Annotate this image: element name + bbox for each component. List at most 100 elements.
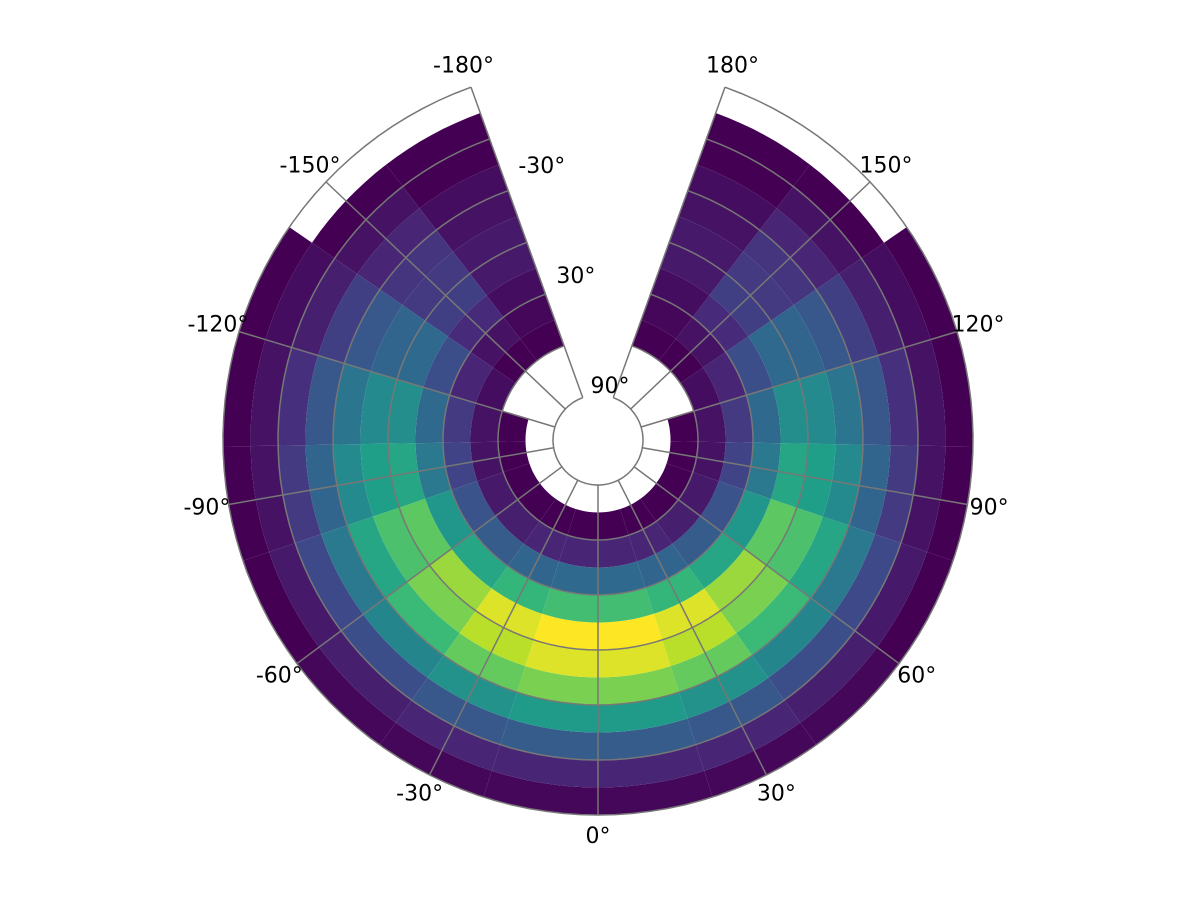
heatmap-cell <box>598 666 679 705</box>
heatmap-cell <box>491 744 598 788</box>
heatmap-cell <box>269 543 342 648</box>
grid-spoke <box>296 466 563 665</box>
heatmap-cell <box>598 770 713 815</box>
heatmap-cell <box>500 718 598 760</box>
heatmap-cell <box>598 587 654 623</box>
heatmap-cell <box>223 331 266 447</box>
heatmap-cell <box>305 444 348 535</box>
heatmap-cell <box>503 294 555 339</box>
heatmap-cell <box>736 581 811 656</box>
heatmap-cell <box>796 443 836 517</box>
heatmap-cell <box>667 411 698 442</box>
heatmap-cell <box>291 258 358 356</box>
heatmap-cell <box>653 588 721 640</box>
heatmap-cell <box>669 216 743 274</box>
heatmap-cell <box>459 610 534 667</box>
heatmap-cell <box>641 294 693 339</box>
heatmap-cell <box>443 633 526 693</box>
heatmap-cell <box>704 548 767 611</box>
heatmap-cell <box>533 613 598 650</box>
heatmap-cell <box>720 565 789 634</box>
heatmap-cell <box>239 227 312 340</box>
heatmap-cell <box>645 566 705 614</box>
heatmap-cell <box>436 190 518 252</box>
heatmap-cell <box>443 442 478 490</box>
heatmap-cell <box>748 320 799 388</box>
heatmap-cell <box>429 548 492 611</box>
heatmap-cell <box>678 190 760 252</box>
heatmap-cell <box>451 481 496 533</box>
heatmap-cell <box>877 552 953 664</box>
heatmap-cell <box>670 633 753 693</box>
heatmap-cell <box>816 273 878 364</box>
heatmap-cell <box>373 507 430 582</box>
heatmap-cell <box>720 395 753 443</box>
heatmap-cell <box>772 379 808 444</box>
heatmap-cell <box>620 498 657 536</box>
heatmap-cell <box>637 543 689 588</box>
heatmap-cell <box>702 352 747 404</box>
heatmap-cell <box>878 347 918 446</box>
heatmap-cell <box>470 441 504 482</box>
heatmap-cell <box>498 411 529 442</box>
grid-spoke <box>470 86 584 398</box>
heatmap-cell <box>598 561 646 595</box>
heatmap-cell <box>766 507 823 582</box>
x-tick-label: -180° <box>433 53 494 78</box>
heatmap-cell <box>423 336 471 396</box>
heatmap-cell <box>470 403 503 443</box>
heatmap-cell <box>672 516 723 566</box>
x-tick-label: -150° <box>280 154 341 179</box>
heatmap-cell <box>550 561 598 595</box>
heatmap-cell <box>411 677 509 745</box>
heatmap-cell <box>243 552 319 664</box>
heatmap-cell <box>388 379 424 444</box>
heatmap-cell <box>788 516 849 598</box>
heatmap-cell <box>278 347 318 446</box>
y-tick-label: 30° <box>556 264 595 289</box>
heatmap-cell <box>693 403 726 443</box>
heatmap-cell <box>768 614 855 701</box>
grid-spoke <box>617 479 768 776</box>
heatmap-cell <box>363 598 444 678</box>
heatmap-cell <box>567 509 598 540</box>
heatmap-cell <box>854 543 927 648</box>
grid-spoke <box>238 330 556 428</box>
grid-spoke <box>642 446 968 506</box>
heatmap-cell <box>810 525 875 615</box>
heatmap-cell <box>692 441 726 482</box>
x-tick-label: 60° <box>897 664 936 689</box>
heatmap-cell <box>884 227 957 340</box>
heatmap-cell <box>415 387 450 444</box>
heatmap-cell <box>250 445 296 552</box>
heatmap-cell <box>449 352 494 404</box>
heatmap-cell <box>388 443 426 508</box>
heatmap-cell <box>784 630 877 723</box>
heatmap-cell <box>395 700 501 771</box>
heatmap-cell <box>598 483 620 513</box>
heatmap-cell <box>770 305 826 380</box>
heatmap-cell <box>874 445 918 544</box>
heatmap-cell <box>360 443 400 517</box>
heatmap-cell <box>508 692 598 733</box>
heatmap-cell <box>475 588 543 640</box>
heatmap-cell <box>469 242 537 296</box>
grid-ring <box>552 396 644 486</box>
heatmap-cell <box>598 535 637 568</box>
heatmap-cell <box>697 138 794 209</box>
grid-spoke <box>428 479 579 776</box>
heatmap-cell <box>598 613 663 650</box>
heatmap-cell <box>687 677 785 745</box>
heatmap-cell <box>838 258 905 356</box>
grid <box>222 86 974 816</box>
heatmap-cell <box>443 395 476 443</box>
heatmap-cell <box>900 445 946 552</box>
heatmap-cell <box>822 444 863 526</box>
heatmap-cell <box>427 655 517 719</box>
heatmap-cell <box>930 331 973 447</box>
grid-spoke <box>228 446 554 506</box>
heatmap-cell <box>752 598 833 678</box>
heatmap-cell <box>718 442 753 490</box>
heatmap-cell <box>746 387 781 444</box>
